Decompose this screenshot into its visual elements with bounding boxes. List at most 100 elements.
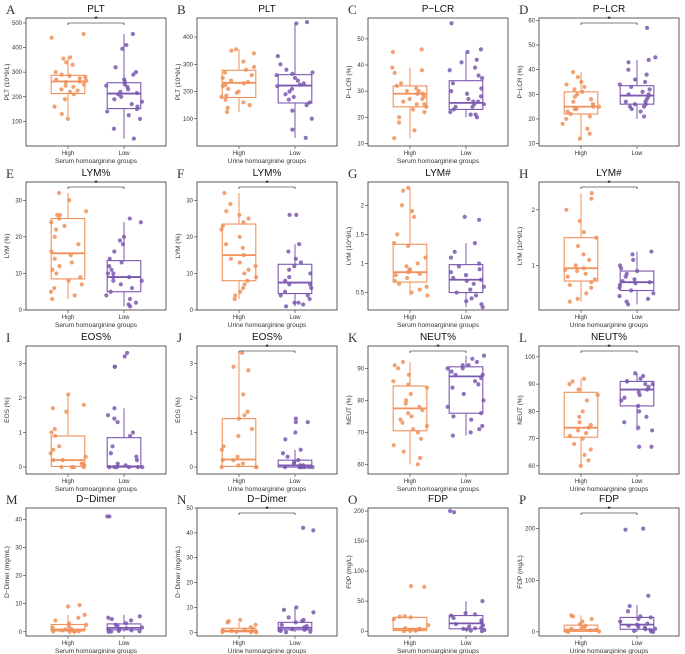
panel-k-low-point (445, 404, 450, 409)
panel-o-high-point (402, 614, 407, 619)
panel-c-high-point (399, 81, 404, 86)
panel-e-ytick-label-3: 30 (15, 198, 22, 204)
panel-c-low-point (476, 73, 481, 78)
panel-p-ytick-label-1: 100 (525, 578, 536, 584)
panel-b-high-point (251, 64, 257, 70)
panel-i-letter: I (6, 330, 10, 345)
panel-b-low-point (290, 127, 295, 132)
panel-b-high-point (220, 75, 225, 81)
panel-i-ytick-label-2: 2 (19, 396, 23, 402)
panel-g-low-point (480, 304, 485, 310)
panel-h-ytick-label-1: 2 (532, 208, 536, 214)
panel-a-low-point (111, 126, 117, 131)
panel-g-high-point (404, 264, 409, 269)
panel-d: D P−LCR 10 20 30 40 50 60 P−LCR (%) High Low * (517, 2, 680, 157)
panel-e-low-point (111, 274, 116, 280)
panel-m-low-box (106, 623, 142, 631)
panel-c-title: P−LCR (422, 4, 455, 15)
panel-p-xlabel: Urine homoarginine groups (570, 648, 649, 654)
panel-l-low-point (637, 444, 642, 449)
panel-f-letter: F (177, 166, 184, 181)
panel-e-low-point (127, 296, 133, 302)
panel-g-high-box (392, 243, 428, 283)
panel-b-high-box (221, 69, 257, 99)
panel-j-low-point (285, 454, 290, 459)
panel-j-high-point (241, 392, 246, 397)
panel-g-plot-frame (367, 181, 509, 311)
panel-f-high-point (245, 278, 250, 283)
panel-l-high-point (567, 433, 573, 438)
panel-c-low-point (479, 75, 485, 81)
panel-b-high-point (233, 47, 239, 52)
panel-b-ytick-label-0: 100 (183, 117, 194, 123)
panel-k-high-point (408, 391, 413, 397)
panel-m-high-point (60, 628, 65, 633)
panel-a-high-point (63, 79, 68, 85)
panel-b-high-point (247, 103, 252, 108)
panel-i-low-point (123, 463, 128, 468)
panel-m-high-point (82, 612, 87, 618)
panel-m-low-point (106, 615, 111, 620)
panel-p-high-point (588, 628, 593, 633)
panel-p-letter: P (519, 492, 526, 507)
panel-f-high-point (246, 216, 251, 221)
panel-f-low-point (282, 289, 288, 294)
panel-l-low-point (636, 425, 641, 430)
panel-i-low-point (125, 350, 130, 356)
panel-j-high-point (246, 368, 251, 373)
panel-h-high-point (592, 277, 597, 282)
panel-p-low-point (636, 624, 641, 629)
panel-j-high-point (249, 426, 255, 432)
panel-l-ytick-label-4: 100 (525, 355, 536, 361)
panel-p-title: FDP (599, 494, 619, 505)
panel-l-low-point (644, 414, 649, 419)
panel-i-high-point (50, 406, 55, 411)
panel-b-high-point (249, 73, 254, 78)
panel-a-low-point (116, 92, 121, 97)
panel-i-high-point (81, 402, 86, 407)
panel-m-low-point (115, 624, 120, 629)
panel-e-low-point (111, 278, 116, 283)
panel-i-high-point (57, 444, 62, 449)
panel-n-low-point (290, 627, 295, 632)
panel-i-high-point (69, 464, 75, 470)
panel-m-low-point (140, 625, 145, 630)
panel-f-low-point (308, 282, 313, 287)
panel-g-low-point (448, 270, 454, 275)
panel-c-xtick-label-low: Low (460, 151, 472, 157)
panel-a-low-point (126, 113, 131, 118)
panel-h-high-point (575, 268, 580, 274)
panel-f-low-point (287, 212, 292, 218)
panel-l-ytick-label-0: 60 (528, 464, 535, 470)
panel-f-ytick-label-0: 0 (190, 308, 194, 314)
panel-k-title: NEUT% (420, 332, 456, 343)
panel-c-low-point (472, 65, 478, 70)
panel-h-high-point (565, 274, 570, 279)
panel-e-high-point (50, 267, 55, 272)
panel-o-plot-frame (367, 507, 509, 637)
panel-e-high-point (52, 285, 57, 291)
panel-d-low-point (644, 72, 649, 77)
panel-c-high-point (392, 70, 397, 75)
panel-i-low-point (108, 451, 113, 456)
panel-e-high-point (57, 264, 62, 269)
panel-a-low-point (137, 116, 143, 122)
panel-n-high-point (253, 622, 258, 627)
panel-c-plot-frame (367, 17, 509, 147)
panel-g-low-point (451, 275, 456, 281)
panel-g-high-point (399, 203, 405, 208)
panel-h-letter: H (519, 166, 528, 181)
panel-n-low-point (294, 605, 299, 610)
panel-j-low-point (291, 461, 296, 466)
panel-l-ytick-label-3: 90 (528, 382, 535, 388)
panel-l-low-point (649, 444, 654, 449)
panel-c-high-point (404, 89, 410, 94)
panel-b-low-point (275, 54, 280, 59)
panel-a-high-point (59, 111, 64, 117)
panel-b-xtick-label-high: High (233, 151, 245, 157)
panel-l-plot-frame (538, 345, 680, 475)
panel-k-xtick-label-high: High (404, 479, 416, 485)
panel-h-high-point (589, 196, 594, 201)
panel-g-high-point (395, 232, 400, 237)
